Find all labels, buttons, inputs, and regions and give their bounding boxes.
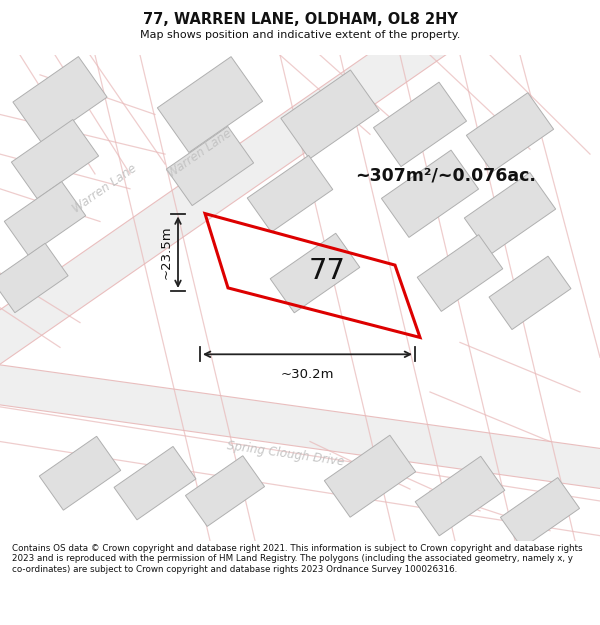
Polygon shape	[373, 82, 467, 167]
Polygon shape	[464, 173, 556, 254]
Polygon shape	[281, 70, 379, 159]
Polygon shape	[11, 119, 98, 199]
Text: Warren Lane: Warren Lane	[166, 127, 235, 181]
Polygon shape	[500, 478, 580, 548]
Polygon shape	[0, 243, 68, 312]
Text: Map shows position and indicative extent of the property.: Map shows position and indicative extent…	[140, 29, 460, 39]
Polygon shape	[166, 126, 254, 206]
Text: 77: 77	[308, 257, 346, 285]
Polygon shape	[417, 234, 503, 311]
Text: ~23.5m: ~23.5m	[160, 226, 173, 279]
Polygon shape	[114, 446, 196, 520]
Polygon shape	[0, 359, 600, 494]
Text: Contains OS data © Crown copyright and database right 2021. This information is : Contains OS data © Crown copyright and d…	[12, 544, 583, 574]
Polygon shape	[415, 456, 505, 536]
Polygon shape	[466, 92, 554, 172]
Text: Warren Lane: Warren Lane	[71, 162, 139, 216]
Polygon shape	[157, 57, 263, 152]
Polygon shape	[39, 436, 121, 510]
Polygon shape	[0, 0, 485, 426]
Polygon shape	[13, 57, 107, 142]
Polygon shape	[382, 150, 479, 238]
Polygon shape	[247, 156, 333, 232]
Text: ~307m²/~0.076ac.: ~307m²/~0.076ac.	[355, 167, 536, 185]
Text: 77, WARREN LANE, OLDHAM, OL8 2HY: 77, WARREN LANE, OLDHAM, OL8 2HY	[143, 12, 457, 27]
Text: Spring Clough Drive: Spring Clough Drive	[226, 439, 344, 468]
Polygon shape	[270, 233, 360, 313]
Polygon shape	[489, 256, 571, 329]
Text: ~30.2m: ~30.2m	[281, 368, 334, 381]
Polygon shape	[4, 182, 86, 256]
Polygon shape	[185, 456, 265, 526]
Polygon shape	[325, 435, 416, 518]
